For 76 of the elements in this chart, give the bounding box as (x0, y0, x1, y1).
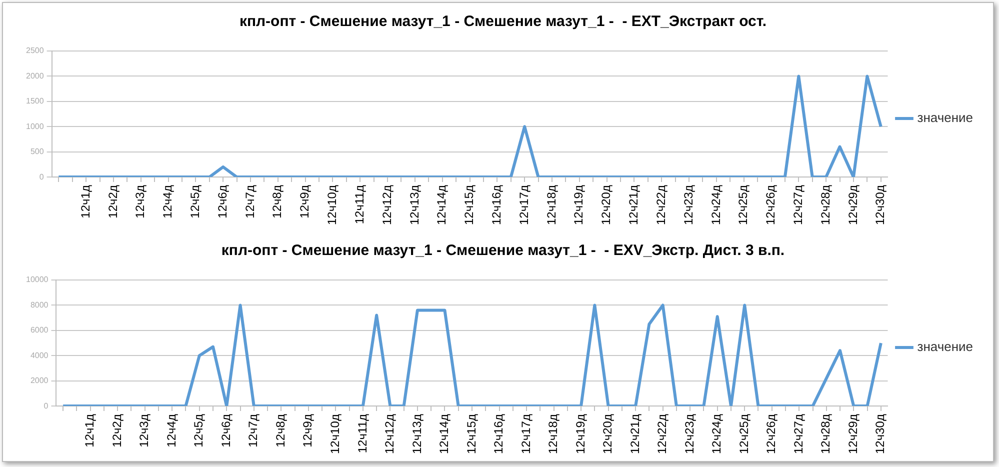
y-tick-label: 1500 (26, 96, 44, 106)
x-tick-label: 12ч19д (572, 185, 586, 226)
x-tick-label: 12ч26д (764, 414, 778, 454)
x-tick-label: 12ч11д (352, 185, 366, 224)
x-tick-label: 12ч8д (270, 185, 284, 218)
x-tick-label: 12ч1д (78, 185, 92, 218)
x-tick-label: 12ч2д (106, 185, 120, 218)
y-tick-label: 4000 (30, 350, 49, 360)
x-tick-label: 12ч16д (492, 414, 506, 454)
x-tick-label: 12ч10д (328, 414, 342, 454)
x-tick-label: 12ч12д (380, 185, 394, 226)
y-tick-label: 0 (39, 172, 44, 182)
x-tick-label: 12ч27д (791, 414, 806, 454)
x-tick-label: 12ч23д (681, 185, 696, 226)
x-tick-label: 12ч9д (298, 185, 312, 218)
x-tick-label: 12ч13д (410, 414, 424, 454)
y-tick-label: 6000 (30, 326, 49, 335)
y-tick-label: 2500 (26, 46, 44, 56)
x-tick-label: 12ч24д (710, 414, 724, 454)
y-tick-label: 0 (44, 401, 49, 410)
x-tick-label: 12ч22д (655, 414, 670, 454)
x-tick-label: 12ч15д (462, 185, 476, 226)
x-tick-label: 12ч5д (192, 414, 206, 448)
x-tick-label: 12ч25д (736, 414, 751, 454)
x-tick-label: 12ч29д (846, 185, 860, 226)
x-tick-label: 12ч20д (600, 414, 615, 454)
x-tick-label: 12ч18д (546, 414, 560, 454)
x-tick-label: 12ч22д (654, 185, 668, 226)
x-tick-label: 12ч21д (628, 414, 642, 454)
x-tick-label: 12ч6д (218, 414, 233, 448)
y-tick-label: 8000 (30, 300, 49, 310)
x-tick-label: 12ч17д (516, 185, 531, 226)
x-tick-label: 12ч27д (790, 185, 805, 226)
y-tick-label: 10000 (26, 275, 49, 284)
x-tick-label: 12ч25д (736, 185, 750, 226)
y-tick-label: 2000 (30, 376, 49, 386)
x-tick-label: 12ч16д (489, 185, 504, 226)
x-tick-label: 12ч30д (873, 185, 888, 226)
x-tick-label: 12ч15д (464, 414, 478, 454)
x-tick-label: 12ч11д (355, 414, 370, 454)
x-tick-label: 12ч5д (188, 185, 202, 218)
x-tick-label: 12ч26д (764, 185, 778, 226)
x-tick-label: 12ч18д (544, 185, 558, 226)
x-tick-label: 12ч12д (382, 414, 397, 454)
x-tick-label: 12ч14д (437, 414, 452, 454)
legend-label: значение (917, 339, 974, 354)
x-tick-label: 12ч20д (599, 185, 614, 226)
x-tick-label: 12ч14д (434, 185, 449, 226)
x-tick-label: 12ч19д (573, 414, 588, 454)
x-tick-label: 12ч23д (682, 414, 696, 454)
x-tick-label: 12ч7д (242, 185, 257, 218)
x-tick-label: 12ч21д (626, 185, 641, 226)
x-tick-label: 12ч17д (518, 414, 533, 454)
x-tick-label: 12ч7д (246, 414, 260, 448)
x-tick-label: 12ч3д (137, 414, 152, 448)
x-tick-label: 12ч13д (407, 185, 422, 226)
x-tick-label: 12ч4д (160, 185, 175, 218)
x-tick-label: 12ч4д (164, 414, 178, 448)
x-tick-label: 12ч30д (873, 414, 888, 454)
x-tick-label: 12ч24д (708, 185, 723, 226)
x-tick-label: 12ч1д (82, 414, 97, 448)
y-tick-label: 2000 (26, 71, 44, 80)
x-tick-label: 12ч6д (215, 185, 230, 218)
chart-title: кпл-опт - Смешение мазут_1 - Смешение мазут_1 - - EXV_Экстр. Дист. 3 в.п. (221, 242, 785, 260)
x-tick-label: 12ч28д (818, 185, 832, 226)
x-tick-label: 12ч8д (273, 414, 288, 448)
y-tick-label: 500 (30, 147, 44, 156)
x-tick-label: 12ч3д (133, 185, 148, 218)
x-tick-label: 12ч28д (818, 414, 833, 454)
legend-label: значение (917, 110, 974, 126)
chart-title: кпл-опт - Смешение мазут_1 - Смешение мазут_1 - - EXT_Экстракт ост. (239, 13, 767, 30)
x-tick-label: 12ч9д (300, 414, 315, 448)
x-tick-label: 12ч10д (325, 185, 340, 226)
y-tick-label: 1000 (26, 122, 44, 131)
x-tick-label: 12ч29д (846, 414, 860, 454)
x-tick-label: 12ч2д (110, 414, 124, 448)
